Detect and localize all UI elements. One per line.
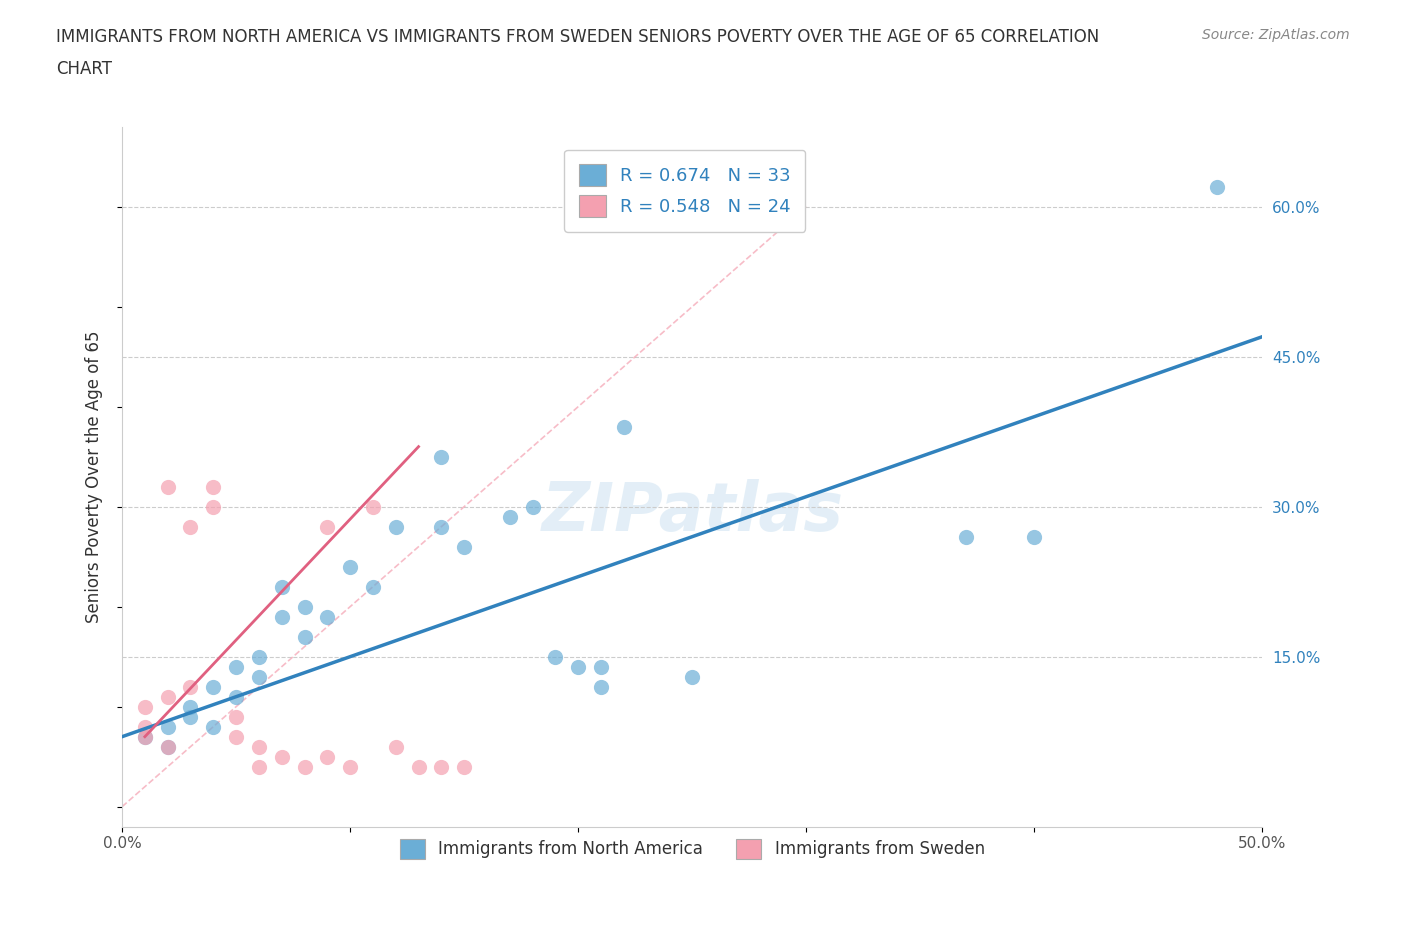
Point <box>202 479 225 494</box>
Point <box>453 759 475 774</box>
Point <box>316 609 339 624</box>
Legend: Immigrants from North America, Immigrants from Sweden: Immigrants from North America, Immigrant… <box>391 830 993 868</box>
Point <box>384 519 406 534</box>
Point <box>156 739 179 754</box>
Point <box>156 689 179 704</box>
Point <box>522 499 544 514</box>
Point <box>681 670 703 684</box>
Point <box>179 519 201 534</box>
Point <box>179 710 201 724</box>
Point <box>156 479 179 494</box>
Point <box>430 759 453 774</box>
Point <box>247 649 270 664</box>
Point <box>202 499 225 514</box>
Point <box>589 659 612 674</box>
Point <box>408 759 430 774</box>
Point <box>202 679 225 694</box>
Point <box>225 729 247 744</box>
Point <box>179 699 201 714</box>
Point <box>156 739 179 754</box>
Point <box>294 599 316 614</box>
Point <box>499 510 522 525</box>
Point <box>453 539 475 554</box>
Point <box>134 729 156 744</box>
Point <box>247 739 270 754</box>
Point <box>270 750 292 764</box>
Point <box>270 579 292 594</box>
Point <box>361 579 384 594</box>
Y-axis label: Seniors Poverty Over the Age of 65: Seniors Poverty Over the Age of 65 <box>86 330 103 623</box>
Point <box>294 759 316 774</box>
Point <box>134 729 156 744</box>
Point <box>134 719 156 734</box>
Point <box>361 499 384 514</box>
Point <box>1024 529 1046 544</box>
Point <box>156 719 179 734</box>
Point <box>225 689 247 704</box>
Point <box>270 609 292 624</box>
Text: ZIPatlas: ZIPatlas <box>541 479 844 545</box>
Point <box>247 670 270 684</box>
Point <box>179 679 201 694</box>
Point <box>134 699 156 714</box>
Point <box>589 679 612 694</box>
Point <box>339 559 361 574</box>
Point <box>247 759 270 774</box>
Point <box>294 630 316 644</box>
Point <box>202 719 225 734</box>
Point <box>430 519 453 534</box>
Text: IMMIGRANTS FROM NORTH AMERICA VS IMMIGRANTS FROM SWEDEN SENIORS POVERTY OVER THE: IMMIGRANTS FROM NORTH AMERICA VS IMMIGRA… <box>56 28 1099 46</box>
Point <box>544 649 567 664</box>
Point <box>225 710 247 724</box>
Point <box>567 659 589 674</box>
Point <box>1205 179 1227 194</box>
Point <box>339 759 361 774</box>
Point <box>316 519 339 534</box>
Point <box>430 449 453 464</box>
Point <box>955 529 977 544</box>
Point <box>316 750 339 764</box>
Point <box>384 739 406 754</box>
Point <box>613 419 636 434</box>
Text: Source: ZipAtlas.com: Source: ZipAtlas.com <box>1202 28 1350 42</box>
Text: CHART: CHART <box>56 60 112 78</box>
Point <box>225 659 247 674</box>
